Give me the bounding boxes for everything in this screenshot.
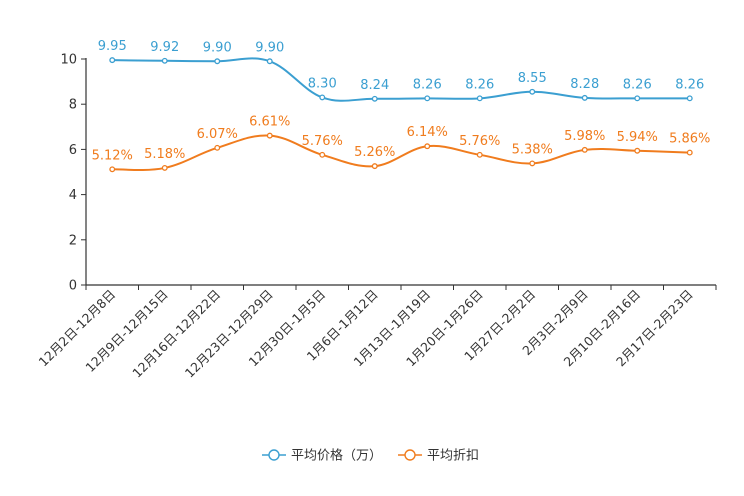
data-point[interactable] — [529, 88, 536, 95]
data-point[interactable] — [371, 163, 378, 170]
data-label: 8.28 — [570, 77, 599, 92]
data-label: 8.26 — [413, 77, 442, 92]
data-point[interactable] — [109, 57, 116, 64]
legend-item-1[interactable]: 平均折扣 — [398, 449, 479, 464]
data-point[interactable] — [424, 143, 431, 150]
x-tick-label: 12月23日-12月29日 — [182, 287, 276, 381]
data-label: 5.38% — [512, 142, 553, 157]
legend-item-0[interactable]: 平均价格（万） — [262, 448, 382, 464]
data-label: 8.24 — [360, 78, 389, 93]
legend[interactable]: 平均价格（万） 平均折扣 — [262, 448, 479, 464]
data-point[interactable] — [686, 95, 693, 102]
series-points — [109, 57, 693, 173]
legend-label: 平均折扣 — [427, 449, 479, 464]
series-lines — [112, 57, 690, 171]
data-label: 8.26 — [675, 77, 704, 92]
x-tick-label: 12月16日-12月22日 — [129, 287, 223, 381]
data-point[interactable] — [476, 151, 483, 158]
data-point[interactable] — [214, 144, 221, 151]
data-point[interactable] — [109, 166, 116, 173]
data-label: 6.14% — [407, 125, 448, 140]
data-point[interactable] — [529, 160, 536, 167]
data-point[interactable] — [581, 146, 588, 153]
data-label: 8.55 — [518, 71, 547, 86]
data-point[interactable] — [476, 95, 483, 102]
data-label: 6.61% — [249, 115, 290, 130]
data-point[interactable] — [161, 57, 168, 64]
legend-circle-marker — [268, 449, 280, 461]
y-tick-label: 8 — [69, 98, 77, 113]
data-point[interactable] — [161, 164, 168, 171]
data-label: 5.98% — [564, 129, 605, 144]
data-point[interactable] — [581, 94, 588, 101]
data-point[interactable] — [424, 95, 431, 102]
data-label: 9.95 — [98, 39, 127, 54]
series-line-1 — [112, 134, 690, 171]
data-label: 5.76% — [459, 134, 500, 149]
data-label: 5.94% — [617, 130, 658, 145]
y-tick-label: 4 — [69, 188, 77, 203]
data-label: 9.90 — [255, 40, 284, 55]
data-point[interactable] — [319, 94, 326, 101]
data-label: 5.18% — [144, 147, 185, 162]
data-point[interactable] — [214, 58, 221, 65]
data-label: 9.90 — [203, 40, 232, 55]
data-label: 8.26 — [623, 77, 652, 92]
data-labels: 9.95 9.92 9.90 9.90 8.30 8.24 8.26 8.26 8.55 8.28… — [92, 39, 711, 163]
chart-axes: 024681012月2日-12月8日12月9日-12月15日12月16日-12月… — [35, 53, 717, 381]
y-tick-label: 6 — [69, 143, 77, 158]
data-label: 5.26% — [354, 145, 395, 160]
data-point[interactable] — [319, 151, 326, 158]
y-tick-label: 0 — [69, 279, 77, 294]
data-label: 9.92 — [150, 40, 179, 55]
data-label: 8.30 — [308, 76, 337, 91]
data-label: 5.12% — [92, 148, 133, 163]
legend-circle-marker — [404, 449, 416, 461]
data-point[interactable] — [266, 132, 273, 139]
data-label: 5.86% — [669, 132, 710, 147]
data-point[interactable] — [371, 95, 378, 102]
data-point[interactable] — [266, 58, 273, 65]
legend-label: 平均价格（万） — [291, 448, 382, 464]
data-point[interactable] — [686, 149, 693, 156]
data-point[interactable] — [634, 147, 641, 154]
data-label: 8.26 — [465, 77, 494, 92]
data-point[interactable] — [634, 95, 641, 102]
series-line-0 — [112, 57, 690, 102]
data-label: 6.07% — [197, 127, 238, 142]
data-label: 5.76% — [302, 134, 343, 149]
y-tick-label: 2 — [69, 233, 77, 248]
y-tick-label: 10 — [60, 53, 77, 68]
